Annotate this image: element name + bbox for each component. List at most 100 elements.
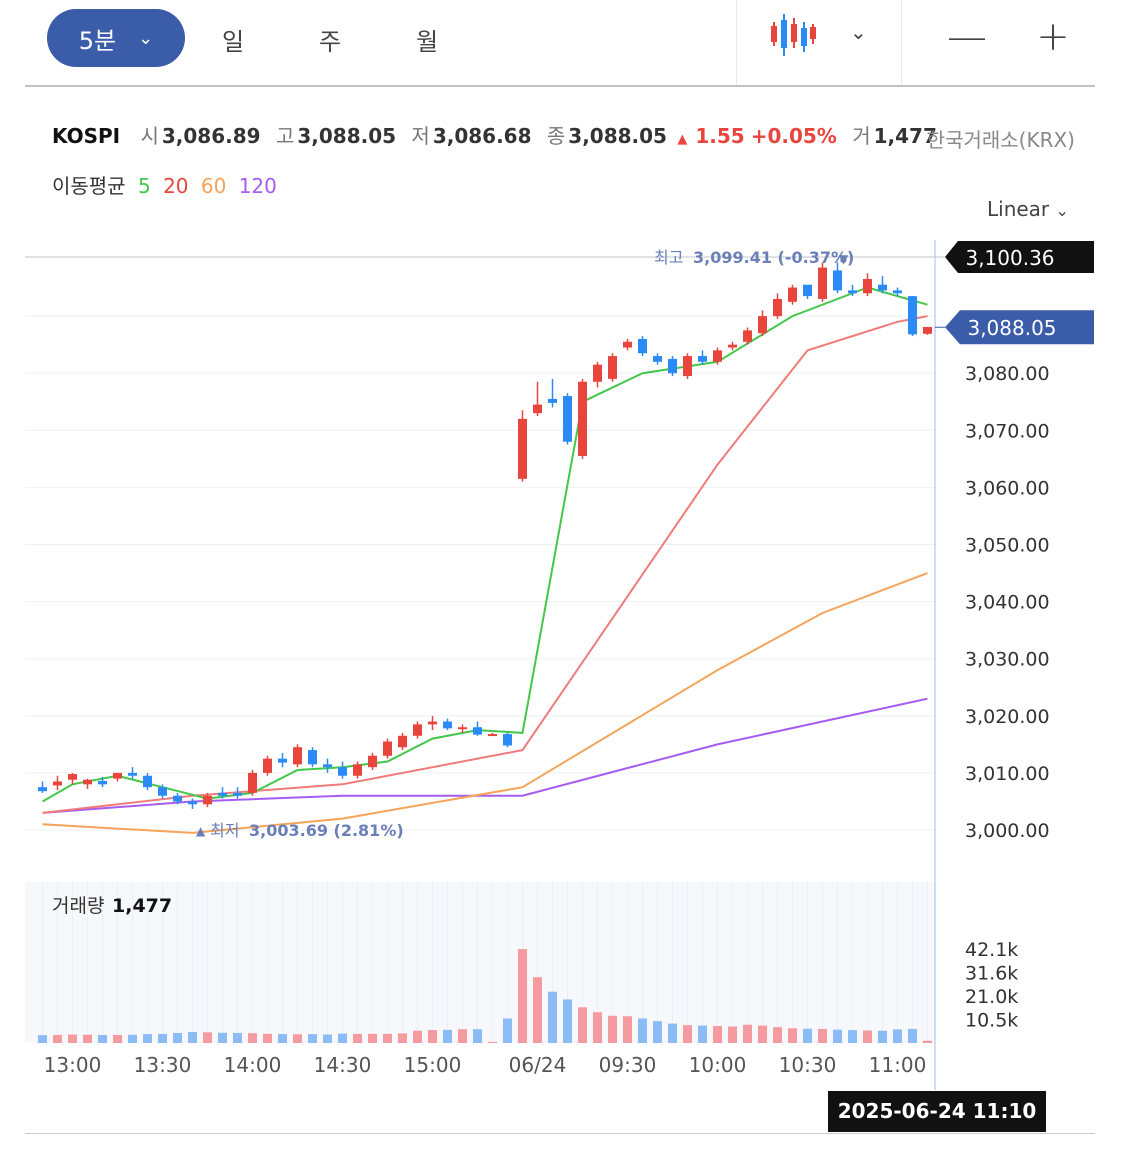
chart-type-chevron-icon[interactable]: ⌄ [850, 20, 867, 44]
volume-title: 거래량 [52, 895, 104, 917]
ma20-line [42, 315, 928, 814]
volume-tick-label: 31.6k [965, 962, 1018, 984]
volume-bar [203, 1032, 212, 1043]
tab-day[interactable]: 일 [222, 28, 245, 56]
volume-tick-label: 42.1k [965, 939, 1018, 961]
candle [128, 772, 137, 776]
candle [638, 338, 647, 354]
candle [878, 284, 887, 291]
volume-bar [683, 1025, 692, 1043]
volume-bar [638, 1018, 647, 1043]
volume-bar [98, 1034, 107, 1043]
y-tick-label: 3,060.00 [965, 477, 1050, 499]
tab-month[interactable]: 월 [416, 28, 439, 56]
high-value: 3,088.05 [297, 124, 397, 148]
candle [218, 792, 227, 796]
exchange-name: 한국거래소(KRX) [926, 128, 1075, 152]
open-label: 시 [140, 124, 159, 148]
candle [203, 795, 212, 805]
volume-bar [563, 999, 572, 1043]
volume-bar [578, 1007, 587, 1043]
volume-bar [248, 1033, 257, 1043]
volume-bar [413, 1030, 422, 1043]
candle [578, 381, 587, 456]
candle [623, 341, 632, 348]
candle [758, 316, 767, 334]
candlestick-icon[interactable] [768, 12, 818, 58]
candle [863, 278, 872, 294]
volume-bar [803, 1028, 812, 1043]
period-select-button[interactable]: 5분 ⌄ [47, 9, 185, 67]
ma-legend-label: 이동평균 [52, 174, 126, 198]
price-chart[interactable]: 3,000.00 3,010.00 3,020.00 3,030.00 3,040.00… [0, 230, 1125, 1090]
volume-bar [143, 1034, 152, 1043]
y-tick-label: 3,010.00 [965, 763, 1050, 785]
candle [773, 298, 782, 317]
candle [383, 741, 392, 756]
close-value: 3,088.05 [568, 124, 667, 148]
candle [833, 270, 842, 291]
candle [698, 356, 707, 362]
candle [608, 356, 617, 379]
ma5-line [42, 286, 928, 803]
open-value: 3,086.89 [161, 124, 261, 148]
volume-bar [923, 1040, 932, 1043]
candle [443, 721, 452, 729]
volume-title-value: 1,477 [112, 895, 172, 917]
low-label: 저 [411, 124, 430, 148]
volume-bar [128, 1034, 137, 1043]
candle [428, 721, 437, 725]
candle [293, 747, 302, 765]
scale-select-button[interactable]: Linear ⌄ [987, 197, 1069, 221]
candle [458, 727, 467, 730]
volume-bar [263, 1033, 272, 1043]
x-tick-label: 06/24 [509, 1053, 567, 1077]
zoom-out-button[interactable]: — [947, 14, 987, 60]
volume-bar [323, 1034, 332, 1043]
low-annotation-value: 3,003.69 (2.81%) [249, 821, 404, 840]
candle [533, 404, 542, 414]
low-annotation-arrow-icon: ▲ [196, 824, 206, 838]
candle [908, 296, 917, 335]
candle [728, 344, 737, 348]
high-label: 고 [275, 124, 295, 148]
volume-bar [428, 1030, 437, 1043]
volume-bar [908, 1028, 917, 1043]
ma20-legend: 20 [163, 174, 189, 198]
candle [398, 735, 407, 748]
tab-week[interactable]: 주 [319, 28, 342, 56]
volume-bar [83, 1034, 92, 1043]
x-tick-label: 13:00 [44, 1053, 102, 1077]
volume-bar [233, 1032, 242, 1043]
x-tick-label: 15:00 [404, 1053, 462, 1077]
x-tick-label: 10:00 [689, 1053, 747, 1077]
candle [263, 758, 272, 773]
volume-bar [218, 1032, 227, 1043]
zoom-in-button[interactable]: + [1036, 14, 1070, 60]
low-value: 3,086.68 [432, 124, 532, 148]
volume-bar [848, 1030, 857, 1043]
candle [248, 772, 257, 793]
ma60-legend: 60 [200, 174, 227, 198]
candle [788, 287, 797, 302]
x-tick-label: 14:00 [224, 1053, 282, 1077]
candle [518, 418, 527, 479]
high-annotation-label: 최고 [654, 248, 683, 267]
toolbar-divider [736, 0, 737, 85]
change-up-arrow-icon: ▲ [677, 132, 688, 147]
candle [848, 290, 857, 294]
x-tick-label: 11:00 [869, 1053, 927, 1077]
volume-bar [788, 1028, 797, 1043]
bottom-border [25, 1133, 1095, 1134]
crosshair-price-label: 3,100.36 [965, 246, 1054, 270]
candle [653, 356, 662, 362]
volume-bar [728, 1026, 737, 1043]
candle [53, 781, 62, 786]
candle [503, 734, 512, 746]
volume-bar [188, 1032, 197, 1043]
volume-bar [293, 1034, 302, 1043]
volume-bar [623, 1016, 632, 1043]
ma60-line [42, 572, 928, 834]
crosshair-price-badge [945, 240, 1094, 273]
volume-bar [653, 1021, 662, 1043]
